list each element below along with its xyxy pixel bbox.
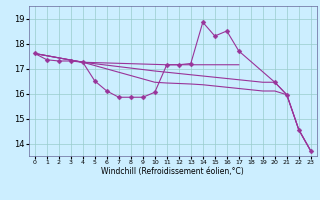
- X-axis label: Windchill (Refroidissement éolien,°C): Windchill (Refroidissement éolien,°C): [101, 167, 244, 176]
